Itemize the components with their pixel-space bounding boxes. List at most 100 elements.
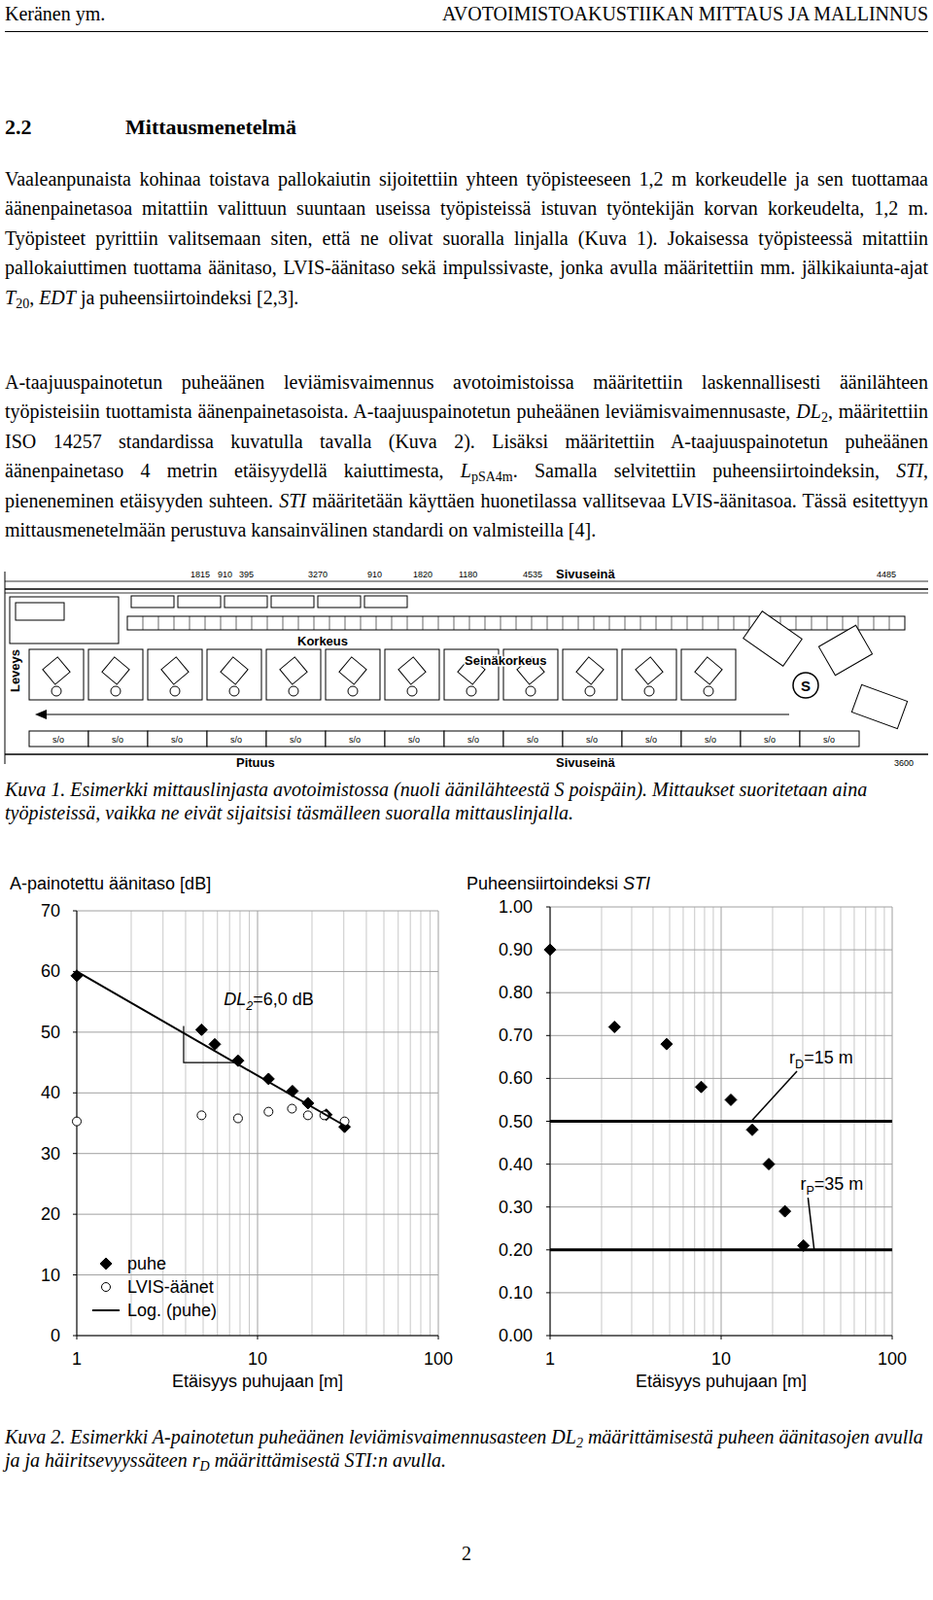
text-run: Kuva 1. Esimerkki mittauslinjasta avotoi… — [4, 778, 867, 824]
data-point — [197, 1110, 207, 1120]
tick — [550, 1335, 552, 1340]
minor-grid-line — [216, 910, 218, 1336]
desk — [88, 649, 143, 700]
minor-grid-line — [410, 910, 412, 1336]
x-tick-label: 100 — [877, 1348, 907, 1369]
partition-tick — [749, 616, 751, 630]
partition-tick — [469, 616, 471, 630]
y-tick-label: 50 — [40, 1022, 61, 1042]
grid-line — [76, 1092, 439, 1094]
desk — [743, 611, 802, 667]
text-run: DL — [795, 400, 822, 422]
dimension-label: 3600 — [894, 758, 914, 768]
desk — [622, 649, 677, 700]
plan-label: Sivuseinä — [555, 755, 616, 770]
chart: 0.000.100.200.300.400.500.600.700.800.90… — [466, 873, 907, 1391]
partition-tick — [516, 616, 518, 630]
partition-tick — [702, 616, 704, 630]
partition-cell — [29, 730, 89, 747]
chair — [347, 686, 358, 696]
y-tick-label: 0.30 — [498, 1197, 533, 1217]
legend-swatch — [102, 1282, 111, 1292]
legend-label: puhe — [127, 1253, 167, 1274]
tick — [72, 1335, 77, 1337]
data-point — [233, 1113, 242, 1123]
chair — [525, 686, 536, 696]
partition-tick — [298, 616, 300, 630]
text-run: D — [200, 1458, 210, 1474]
tick — [257, 1335, 259, 1340]
tick — [546, 1291, 551, 1293]
partition-label: s/o — [467, 734, 480, 745]
legend-label: Log. (puhe) — [127, 1300, 217, 1320]
annotation-label: rP=35 m — [799, 1174, 864, 1198]
grid-line — [257, 910, 259, 1336]
monitor — [635, 656, 663, 685]
y-tick-label: 0.70 — [498, 1025, 533, 1045]
partition-cell — [681, 730, 741, 747]
chair — [170, 686, 180, 696]
data-point — [779, 1205, 792, 1217]
page-number-text: 2 — [461, 1542, 472, 1564]
partition-tick — [547, 616, 549, 630]
grid-line — [550, 1120, 893, 1122]
tick — [546, 1206, 551, 1208]
plan-label: Sivuseinä — [555, 566, 616, 582]
x-tick-label: 100 — [423, 1348, 453, 1369]
partition-label: s/o — [111, 734, 124, 745]
dimension-label: 1815 — [190, 569, 210, 580]
grid-line — [550, 1077, 893, 1079]
plan-label: Pituus — [236, 755, 276, 770]
grid-line — [550, 1291, 893, 1293]
y-tick-label: 0.20 — [498, 1240, 533, 1260]
partition-tick — [842, 616, 844, 630]
cabinet — [224, 595, 268, 608]
data-point — [746, 1123, 759, 1136]
grid-line — [550, 1248, 893, 1250]
monitor — [42, 656, 70, 685]
trend-line — [76, 970, 346, 1126]
minor-grid-line — [383, 910, 385, 1336]
chair — [51, 686, 62, 696]
chair — [229, 686, 240, 696]
data-point — [303, 1110, 312, 1120]
section-title: Mittausmenetelmä — [125, 114, 297, 140]
partition-tick — [795, 616, 797, 630]
text-run: =35 m — [814, 1174, 864, 1194]
grid-line — [550, 1206, 893, 1208]
monitor — [102, 656, 130, 685]
partition-tick — [609, 616, 611, 630]
floor-plan: s/os/os/os/os/os/os/os/os/os/os/os/os/os… — [4, 566, 929, 770]
tick — [546, 1035, 551, 1037]
text-run: =15 m — [803, 1047, 854, 1068]
tick — [546, 906, 551, 908]
header-title: AVOTOIMISTOAKUSTIIKAN MITTAUS JA MALLINN… — [442, 2, 929, 26]
annotation-triangle — [183, 1026, 239, 1063]
tick — [72, 1031, 77, 1033]
partition-cell — [740, 730, 800, 747]
plan-label: Leveys — [7, 649, 23, 692]
partition-cell — [147, 730, 208, 747]
y-tick-label: 0.60 — [498, 1068, 533, 1088]
legend-swatch — [100, 1257, 112, 1270]
section-heading: 2.2Mittausmenetelmä — [4, 114, 929, 144]
partition-tick — [142, 616, 144, 630]
text-run: 2 — [821, 410, 829, 425]
cabinet — [131, 595, 174, 608]
grid-line — [76, 910, 439, 912]
partition-tick — [360, 616, 362, 630]
legend-label: LVIS-äänet — [127, 1277, 214, 1297]
text-run: A-taajuuspainotetun puheäänen leviämisva… — [4, 371, 929, 422]
text-run: DL — [223, 989, 246, 1009]
text-run: =6,0 dB — [252, 989, 314, 1009]
paragraph: Vaaleanpunaista kohinaa toistava palloka… — [4, 164, 929, 312]
text-run: A-painotettu äänitaso [dB] — [9, 873, 211, 894]
partition — [127, 616, 905, 630]
reference-line — [550, 1119, 893, 1123]
text-run: Kuva 2. Esimerkki A-painotetun puheäänen… — [4, 1425, 552, 1448]
partition-tick — [345, 616, 346, 630]
y-tick-label: 10 — [40, 1265, 61, 1285]
data-point — [797, 1239, 810, 1251]
partition-tick — [251, 616, 253, 630]
dimension-label: 4535 — [522, 569, 543, 580]
